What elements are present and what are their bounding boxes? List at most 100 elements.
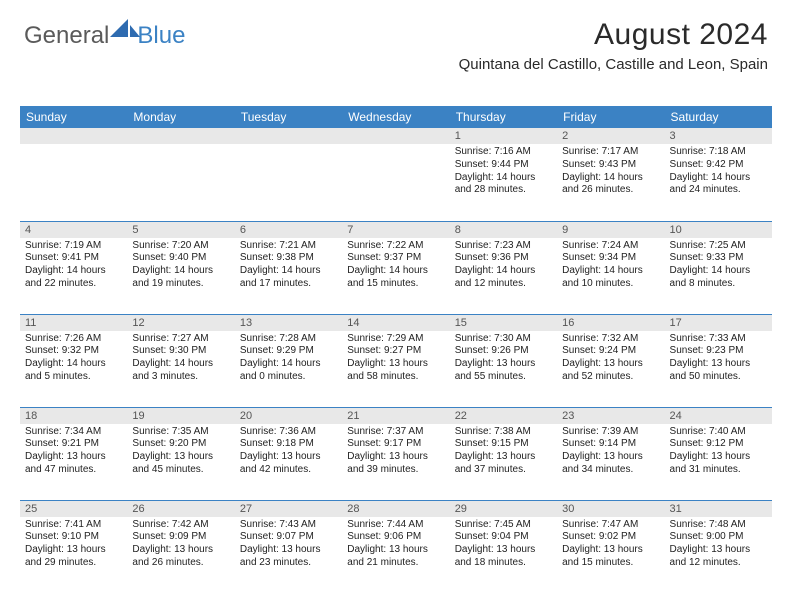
daylight-line: Daylight: 14 hours and 26 minutes. (562, 172, 659, 198)
day-cell: 2Sunrise: 7:17 AMSunset: 9:43 PMDaylight… (557, 128, 664, 221)
sunrise-line: Sunrise: 7:16 AM (455, 146, 552, 159)
day-number (20, 128, 127, 144)
sunset-line: Sunset: 9:06 PM (347, 531, 444, 544)
sunrise-line: Sunrise: 7:43 AM (240, 519, 337, 532)
day-header: Wednesday (342, 106, 449, 128)
day-cell: 27Sunrise: 7:43 AMSunset: 9:07 PMDayligh… (235, 500, 342, 593)
day-cell: 5Sunrise: 7:20 AMSunset: 9:40 PMDaylight… (127, 221, 234, 314)
day-details: Sunrise: 7:25 AMSunset: 9:33 PMDaylight:… (665, 238, 772, 291)
sunrise-line: Sunrise: 7:45 AM (455, 519, 552, 532)
day-details: Sunrise: 7:33 AMSunset: 9:23 PMDaylight:… (665, 331, 772, 384)
daylight-line: Daylight: 13 hours and 45 minutes. (132, 451, 229, 477)
day-number: 14 (342, 315, 449, 331)
sunrise-line: Sunrise: 7:18 AM (670, 146, 767, 159)
daylight-line: Daylight: 14 hours and 0 minutes. (240, 358, 337, 384)
day-cell: 24Sunrise: 7:40 AMSunset: 9:12 PMDayligh… (665, 407, 772, 500)
sunrise-line: Sunrise: 7:36 AM (240, 426, 337, 439)
day-header: Sunday (20, 106, 127, 128)
daylight-line: Daylight: 14 hours and 12 minutes. (455, 265, 552, 291)
week-row: 1Sunrise: 7:16 AMSunset: 9:44 PMDaylight… (20, 128, 772, 221)
day-number: 29 (450, 501, 557, 517)
day-number: 15 (450, 315, 557, 331)
day-cell (127, 128, 234, 221)
day-details: Sunrise: 7:34 AMSunset: 9:21 PMDaylight:… (20, 424, 127, 477)
sunrise-line: Sunrise: 7:38 AM (455, 426, 552, 439)
day-number: 19 (127, 408, 234, 424)
daylight-line: Daylight: 13 hours and 21 minutes. (347, 544, 444, 570)
sunset-line: Sunset: 9:12 PM (670, 438, 767, 451)
day-header: Thursday (450, 106, 557, 128)
day-cell: 12Sunrise: 7:27 AMSunset: 9:30 PMDayligh… (127, 314, 234, 407)
daylight-line: Daylight: 13 hours and 34 minutes. (562, 451, 659, 477)
sunrise-line: Sunrise: 7:25 AM (670, 240, 767, 253)
day-cell: 18Sunrise: 7:34 AMSunset: 9:21 PMDayligh… (20, 407, 127, 500)
day-cell: 14Sunrise: 7:29 AMSunset: 9:27 PMDayligh… (342, 314, 449, 407)
sunset-line: Sunset: 9:10 PM (25, 531, 122, 544)
day-cell: 3Sunrise: 7:18 AMSunset: 9:42 PMDaylight… (665, 128, 772, 221)
day-header: Saturday (665, 106, 772, 128)
sunrise-line: Sunrise: 7:32 AM (562, 333, 659, 346)
sunset-line: Sunset: 9:27 PM (347, 345, 444, 358)
sunrise-line: Sunrise: 7:39 AM (562, 426, 659, 439)
sunset-line: Sunset: 9:43 PM (562, 159, 659, 172)
daylight-line: Daylight: 13 hours and 29 minutes. (25, 544, 122, 570)
day-number (235, 128, 342, 144)
sunset-line: Sunset: 9:36 PM (455, 252, 552, 265)
day-header: Friday (557, 106, 664, 128)
sunrise-line: Sunrise: 7:21 AM (240, 240, 337, 253)
brand-logo: General Blue (24, 22, 185, 50)
day-details: Sunrise: 7:40 AMSunset: 9:12 PMDaylight:… (665, 424, 772, 477)
sunset-line: Sunset: 9:15 PM (455, 438, 552, 451)
sunset-line: Sunset: 9:26 PM (455, 345, 552, 358)
daylight-line: Daylight: 13 hours and 23 minutes. (240, 544, 337, 570)
sunset-line: Sunset: 9:44 PM (455, 159, 552, 172)
day-cell: 4Sunrise: 7:19 AMSunset: 9:41 PMDaylight… (20, 221, 127, 314)
day-details: Sunrise: 7:37 AMSunset: 9:17 PMDaylight:… (342, 424, 449, 477)
sunset-line: Sunset: 9:40 PM (132, 252, 229, 265)
day-number: 2 (557, 128, 664, 144)
month-title: August 2024 (459, 18, 768, 52)
sunrise-line: Sunrise: 7:47 AM (562, 519, 659, 532)
day-cell: 30Sunrise: 7:47 AMSunset: 9:02 PMDayligh… (557, 500, 664, 593)
day-number: 8 (450, 222, 557, 238)
day-cell (235, 128, 342, 221)
sunrise-line: Sunrise: 7:42 AM (132, 519, 229, 532)
sunrise-line: Sunrise: 7:37 AM (347, 426, 444, 439)
day-cell: 6Sunrise: 7:21 AMSunset: 9:38 PMDaylight… (235, 221, 342, 314)
daylight-line: Daylight: 14 hours and 15 minutes. (347, 265, 444, 291)
day-details: Sunrise: 7:35 AMSunset: 9:20 PMDaylight:… (127, 424, 234, 477)
calendar-table: Sunday Monday Tuesday Wednesday Thursday… (20, 106, 772, 593)
day-details: Sunrise: 7:30 AMSunset: 9:26 PMDaylight:… (450, 331, 557, 384)
day-number: 24 (665, 408, 772, 424)
day-cell: 15Sunrise: 7:30 AMSunset: 9:26 PMDayligh… (450, 314, 557, 407)
daylight-line: Daylight: 14 hours and 10 minutes. (562, 265, 659, 291)
daylight-line: Daylight: 13 hours and 18 minutes. (455, 544, 552, 570)
sunset-line: Sunset: 9:30 PM (132, 345, 229, 358)
day-details: Sunrise: 7:16 AMSunset: 9:44 PMDaylight:… (450, 144, 557, 197)
sunrise-line: Sunrise: 7:22 AM (347, 240, 444, 253)
sunset-line: Sunset: 9:34 PM (562, 252, 659, 265)
day-details: Sunrise: 7:26 AMSunset: 9:32 PMDaylight:… (20, 331, 127, 384)
day-cell: 10Sunrise: 7:25 AMSunset: 9:33 PMDayligh… (665, 221, 772, 314)
day-details: Sunrise: 7:18 AMSunset: 9:42 PMDaylight:… (665, 144, 772, 197)
day-number: 11 (20, 315, 127, 331)
day-cell: 26Sunrise: 7:42 AMSunset: 9:09 PMDayligh… (127, 500, 234, 593)
sunrise-line: Sunrise: 7:48 AM (670, 519, 767, 532)
day-cell (342, 128, 449, 221)
sunset-line: Sunset: 9:00 PM (670, 531, 767, 544)
day-cell: 21Sunrise: 7:37 AMSunset: 9:17 PMDayligh… (342, 407, 449, 500)
day-details: Sunrise: 7:29 AMSunset: 9:27 PMDaylight:… (342, 331, 449, 384)
sunrise-line: Sunrise: 7:35 AM (132, 426, 229, 439)
day-details: Sunrise: 7:45 AMSunset: 9:04 PMDaylight:… (450, 517, 557, 570)
daylight-line: Daylight: 13 hours and 15 minutes. (562, 544, 659, 570)
daylight-line: Daylight: 13 hours and 52 minutes. (562, 358, 659, 384)
daylight-line: Daylight: 13 hours and 12 minutes. (670, 544, 767, 570)
day-number: 17 (665, 315, 772, 331)
day-cell: 29Sunrise: 7:45 AMSunset: 9:04 PMDayligh… (450, 500, 557, 593)
sunset-line: Sunset: 9:42 PM (670, 159, 767, 172)
day-details: Sunrise: 7:41 AMSunset: 9:10 PMDaylight:… (20, 517, 127, 570)
day-details: Sunrise: 7:23 AMSunset: 9:36 PMDaylight:… (450, 238, 557, 291)
day-details: Sunrise: 7:38 AMSunset: 9:15 PMDaylight:… (450, 424, 557, 477)
day-cell: 7Sunrise: 7:22 AMSunset: 9:37 PMDaylight… (342, 221, 449, 314)
day-number: 18 (20, 408, 127, 424)
